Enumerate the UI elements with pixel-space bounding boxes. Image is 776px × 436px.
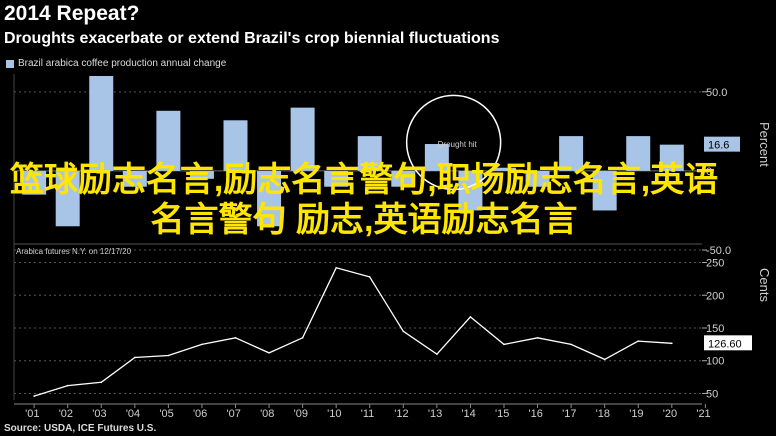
- bar-04: [122, 170, 147, 187]
- line-ytick-label: 200: [706, 290, 724, 302]
- bar-01: [22, 170, 47, 195]
- futures-point-16: [536, 337, 539, 339]
- line-ytick-label: 100: [706, 356, 724, 368]
- chart-subtitle: Droughts exacerbate or extend Brazil's c…: [4, 30, 500, 47]
- futures-point-03: [100, 381, 103, 384]
- x-tick-label: '16: [529, 408, 543, 420]
- x-tick-label: '17: [562, 408, 576, 420]
- bar-16: [525, 170, 550, 187]
- bar-03: [89, 76, 114, 171]
- bar-legend: Brazil arabica coffee production annual …: [6, 58, 226, 69]
- bar-02: [55, 170, 80, 227]
- x-tick-label: '20: [663, 408, 677, 420]
- line-legend-label: Arabica futures N.Y. on 12/17/20: [16, 247, 132, 256]
- futures-point-07: [234, 337, 237, 339]
- line-current-value-label: 126.60: [708, 338, 742, 350]
- line-ytick-label: 250: [706, 258, 724, 270]
- bar-20: [659, 144, 684, 171]
- bar-13: [424, 144, 449, 171]
- line-current-value-box: [704, 335, 752, 351]
- x-tick-label: '04: [126, 408, 140, 420]
- line-y-axis-label: Cents: [757, 268, 772, 302]
- x-tick-label: '08: [260, 408, 274, 420]
- x-tick-label: '12: [394, 408, 408, 420]
- bar-current-value-label: 16.6: [708, 140, 729, 152]
- bar-18: [592, 170, 617, 211]
- futures-point-14: [469, 316, 472, 318]
- bar-05: [156, 110, 181, 171]
- futures-point-09: [301, 337, 304, 339]
- x-tick-label: '02: [59, 408, 73, 420]
- x-tick-label: '03: [92, 408, 106, 420]
- futures-point-13: [436, 353, 438, 355]
- futures-point-15: [503, 343, 505, 346]
- bar-10: [324, 170, 349, 187]
- futures-point-11: [368, 276, 371, 278]
- x-tick-label: '18: [596, 408, 610, 420]
- line-ytick-label: 50: [706, 388, 718, 400]
- futures-point-12: [402, 330, 405, 333]
- x-tick-label: '06: [193, 408, 207, 420]
- futures-price-line: [33, 267, 672, 397]
- bar-current-value-box: [704, 136, 740, 152]
- bar-y-axis-label: Percent: [757, 122, 772, 167]
- bar-06: [189, 170, 214, 179]
- drought-circle: [405, 94, 502, 191]
- x-tick-label: '10: [327, 408, 341, 420]
- bar-11: [357, 136, 382, 171]
- bar-19: [626, 136, 651, 171]
- bar-legend-label: Brazil arabica coffee production annual …: [18, 58, 227, 69]
- chart-title: 2014 Repeat?: [4, 2, 140, 25]
- bar-07: [223, 120, 248, 171]
- futures-point-17: [570, 343, 572, 346]
- futures-point-02: [66, 384, 69, 387]
- x-tick-label: '07: [227, 408, 241, 420]
- x-tick-label: '15: [495, 408, 509, 420]
- futures-point-06: [201, 343, 203, 346]
- line-ytick-label: 150: [706, 323, 724, 335]
- x-tick-label: '19: [629, 408, 643, 420]
- futures-point-10: [335, 266, 337, 269]
- futures-point-20: [670, 342, 673, 345]
- bar-08: [257, 170, 282, 227]
- x-tick-label: '14: [461, 408, 475, 420]
- futures-point-18: [603, 358, 606, 361]
- futures-point-08: [268, 352, 270, 354]
- bar-15: [491, 167, 516, 171]
- bar-12: [391, 170, 416, 187]
- futures-point-01: [33, 395, 35, 397]
- bar-ytick-label: -50.0: [706, 245, 731, 257]
- drought-annotation: Drought hit: [438, 140, 478, 149]
- source-note: Source: USDA, ICE Futures U.S.: [4, 423, 157, 434]
- x-tick-label: '13: [428, 408, 442, 420]
- futures-point-19: [637, 340, 640, 342]
- bar-legend-swatch: [6, 59, 14, 68]
- bar-17: [559, 136, 584, 171]
- x-tick-label: '05: [159, 408, 173, 420]
- overlay-caption: 篮球励志名言,励志名言警句,职场励志名言,英语名言警句 励志,英语励志名言: [9, 161, 719, 239]
- x-tick-label: '01: [25, 408, 39, 420]
- bar-09: [290, 107, 315, 171]
- x-tick-label: '09: [294, 408, 308, 420]
- bar-14: [458, 170, 483, 211]
- bar-ytick-label: 0: [706, 166, 712, 178]
- bar-ytick-label: 50.0: [706, 87, 727, 99]
- futures-point-04: [134, 356, 136, 359]
- futures-point-05: [167, 354, 170, 357]
- x-tick-label: '11: [361, 408, 375, 420]
- x-tick-label: '21: [696, 408, 710, 420]
